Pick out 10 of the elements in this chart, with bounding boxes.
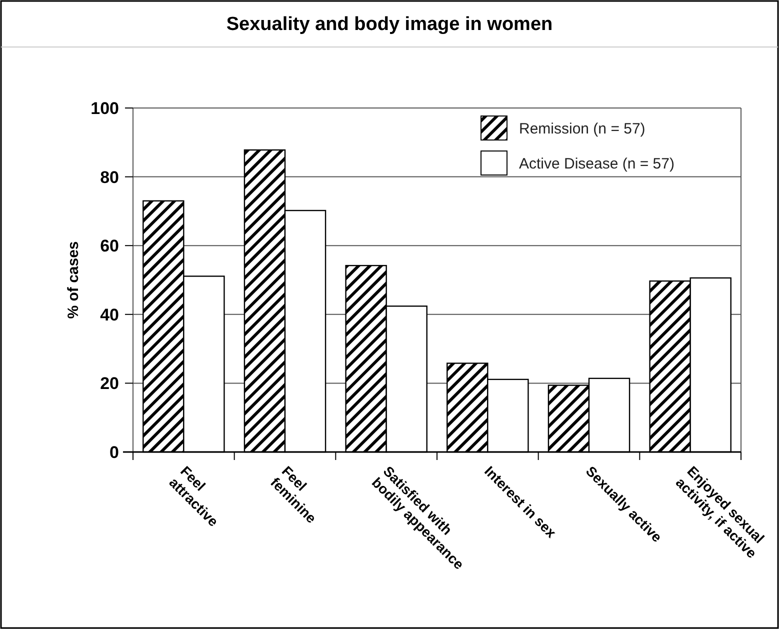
y-tick-label: 60 bbox=[100, 236, 119, 256]
y-tick-label: 0 bbox=[110, 442, 119, 462]
y-tick-label: 80 bbox=[100, 168, 119, 187]
y-tick-label: 100 bbox=[90, 98, 119, 118]
chart-title: Sexuality and body image in women bbox=[226, 14, 553, 35]
legend-label: Active Disease (n = 57) bbox=[519, 155, 674, 172]
legend-label: Remission (n = 57) bbox=[519, 120, 646, 138]
y-axis-title: % of cases bbox=[65, 241, 82, 319]
y-tick-label: 20 bbox=[100, 374, 119, 394]
y-tick-label: 40 bbox=[100, 305, 119, 324]
